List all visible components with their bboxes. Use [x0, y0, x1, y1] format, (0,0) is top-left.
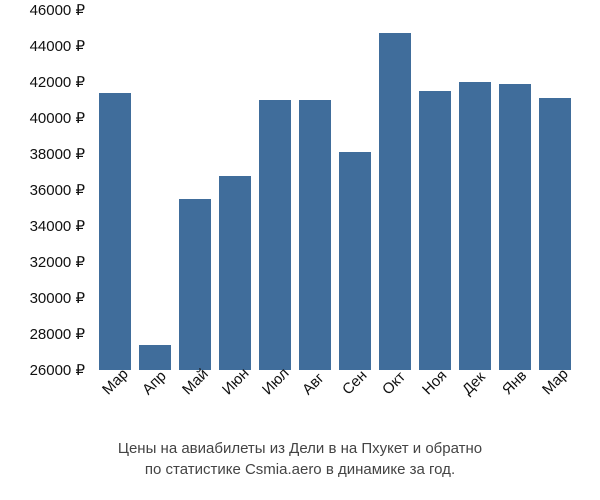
y-tick-label: 34000 ₽ — [30, 217, 85, 235]
y-tick-label: 44000 ₽ — [30, 37, 85, 55]
bar — [259, 100, 291, 370]
bar — [419, 91, 451, 370]
bar — [539, 98, 571, 370]
y-tick-label: 46000 ₽ — [30, 1, 85, 19]
bar — [379, 33, 411, 370]
y-tick-label: 36000 ₽ — [30, 181, 85, 199]
y-tick-label: 38000 ₽ — [30, 145, 85, 163]
y-tick-label: 40000 ₽ — [30, 109, 85, 127]
bar — [139, 345, 171, 370]
chart-container: 46000 ₽ 44000 ₽ 42000 ₽ 40000 ₽ 38000 ₽ … — [0, 0, 600, 500]
y-tick-label: 30000 ₽ — [30, 289, 85, 307]
bar — [99, 93, 131, 370]
bar — [339, 152, 371, 370]
y-tick-label: 32000 ₽ — [30, 253, 85, 271]
caption-line-2: по статистике Csmia.aero в динамике за г… — [145, 461, 455, 478]
y-tick-label: 26000 ₽ — [30, 361, 85, 379]
x-axis: Мар Апр Май Июн Июл Авг Сен Окт Ноя Дек … — [95, 375, 575, 435]
bar — [299, 100, 331, 370]
bars-group — [95, 10, 575, 370]
plot-area — [95, 10, 575, 370]
y-tick-label: 42000 ₽ — [30, 73, 85, 91]
bar — [179, 199, 211, 370]
y-axis: 46000 ₽ 44000 ₽ 42000 ₽ 40000 ₽ 38000 ₽ … — [0, 10, 90, 370]
bar — [499, 84, 531, 370]
bar — [219, 176, 251, 370]
chart-caption: Цены на авиабилеты из Дели в на Пхукет и… — [0, 438, 600, 480]
caption-line-1: Цены на авиабилеты из Дели в на Пхукет и… — [118, 440, 482, 457]
bar — [459, 82, 491, 370]
y-tick-label: 28000 ₽ — [30, 325, 85, 343]
